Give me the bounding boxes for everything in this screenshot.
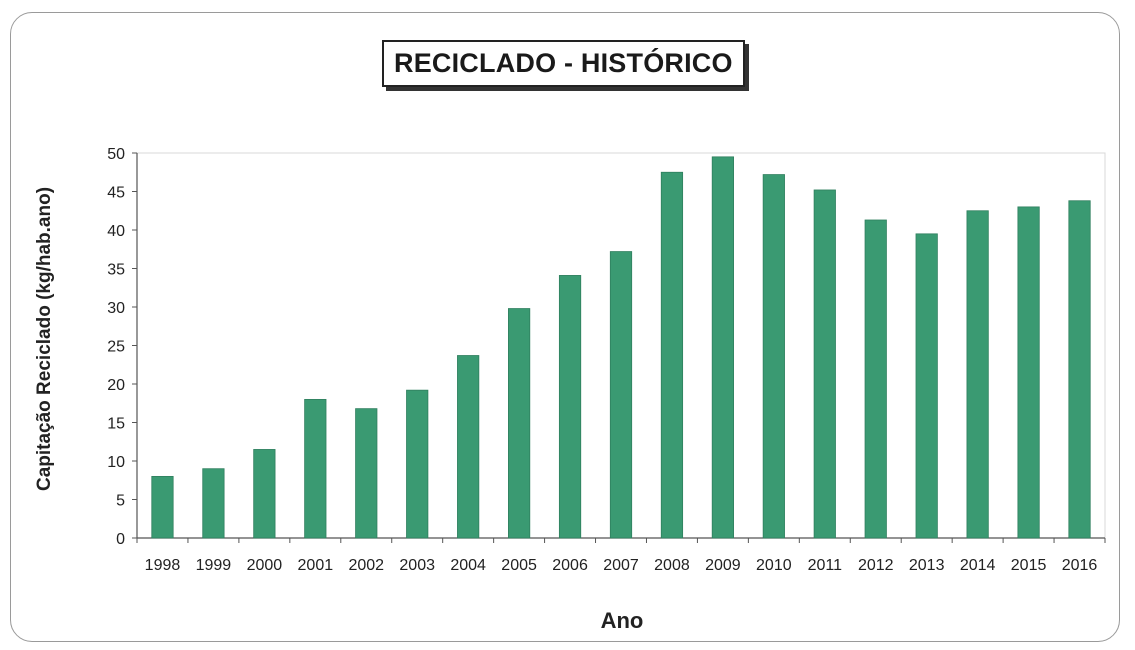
x-tick-label: 2004 — [450, 557, 486, 574]
bar-2002 — [355, 408, 378, 539]
bar-2009 — [711, 156, 734, 539]
bar-2001 — [304, 398, 327, 539]
x-tick-label: 2011 — [808, 557, 843, 574]
bar-2004 — [457, 355, 480, 539]
x-tick-label: 1998 — [145, 557, 181, 574]
bar-2012 — [864, 219, 887, 539]
bar-1999 — [202, 468, 225, 539]
x-tick-label: 2015 — [1011, 557, 1047, 574]
x-tick-label: 2003 — [399, 557, 435, 574]
x-tick-label: 2009 — [705, 557, 741, 574]
bar-2008 — [660, 171, 684, 539]
y-tick-label: 0 — [116, 531, 125, 548]
bar-2000 — [253, 449, 276, 539]
x-tick-label: 2000 — [247, 557, 283, 574]
bar-2010 — [762, 174, 785, 539]
x-tick-label: 1999 — [196, 557, 232, 574]
chart-frame — [10, 12, 1120, 642]
y-tick-label: 15 — [107, 416, 125, 433]
chart-title: RECICLADO - HISTÓRICO — [382, 40, 745, 87]
bar-2007 — [609, 251, 633, 539]
y-tick-label: 35 — [107, 262, 125, 279]
y-tick-label: 50 — [107, 146, 125, 163]
x-axis-label: Ano — [601, 608, 644, 633]
bar-2016 — [1068, 200, 1091, 539]
bar-2014 — [966, 210, 989, 539]
bar-2013 — [915, 233, 938, 539]
bar-2003 — [406, 389, 429, 539]
bar-2006 — [558, 275, 582, 539]
x-tick-label: 2016 — [1062, 557, 1098, 574]
x-tick-label: 2001 — [298, 557, 334, 574]
bar-2015 — [1017, 206, 1040, 539]
y-tick-label: 30 — [107, 300, 125, 317]
x-tick-label: 2002 — [348, 557, 384, 574]
x-tick-label: 2006 — [552, 557, 588, 574]
y-tick-label: 20 — [107, 377, 125, 394]
x-tick-label: 2008 — [654, 557, 690, 574]
x-tick-label: 2010 — [756, 557, 792, 574]
y-tick-label: 5 — [116, 493, 125, 510]
bar-1998 — [151, 475, 174, 539]
bar-2005 — [508, 308, 531, 539]
x-tick-label: 2005 — [501, 557, 537, 574]
x-tick-label: 2014 — [960, 557, 996, 574]
y-tick-label: 25 — [107, 339, 125, 356]
y-axis-label: Capitação Reciclado (kg/hab.ano) — [34, 187, 55, 491]
x-tick-label: 2013 — [909, 557, 945, 574]
x-tick-label: 2012 — [858, 557, 894, 574]
x-tick-label: 2007 — [603, 557, 639, 574]
plot-area: 0 5 10 15 20 25 30 35 40 45 50 1998 1999 2000 2001 2002… — [107, 146, 1106, 574]
y-tick-label: 45 — [107, 185, 125, 202]
bar-2011 — [813, 189, 836, 539]
y-tick-label: 10 — [107, 454, 125, 471]
y-tick-label: 40 — [107, 223, 125, 240]
